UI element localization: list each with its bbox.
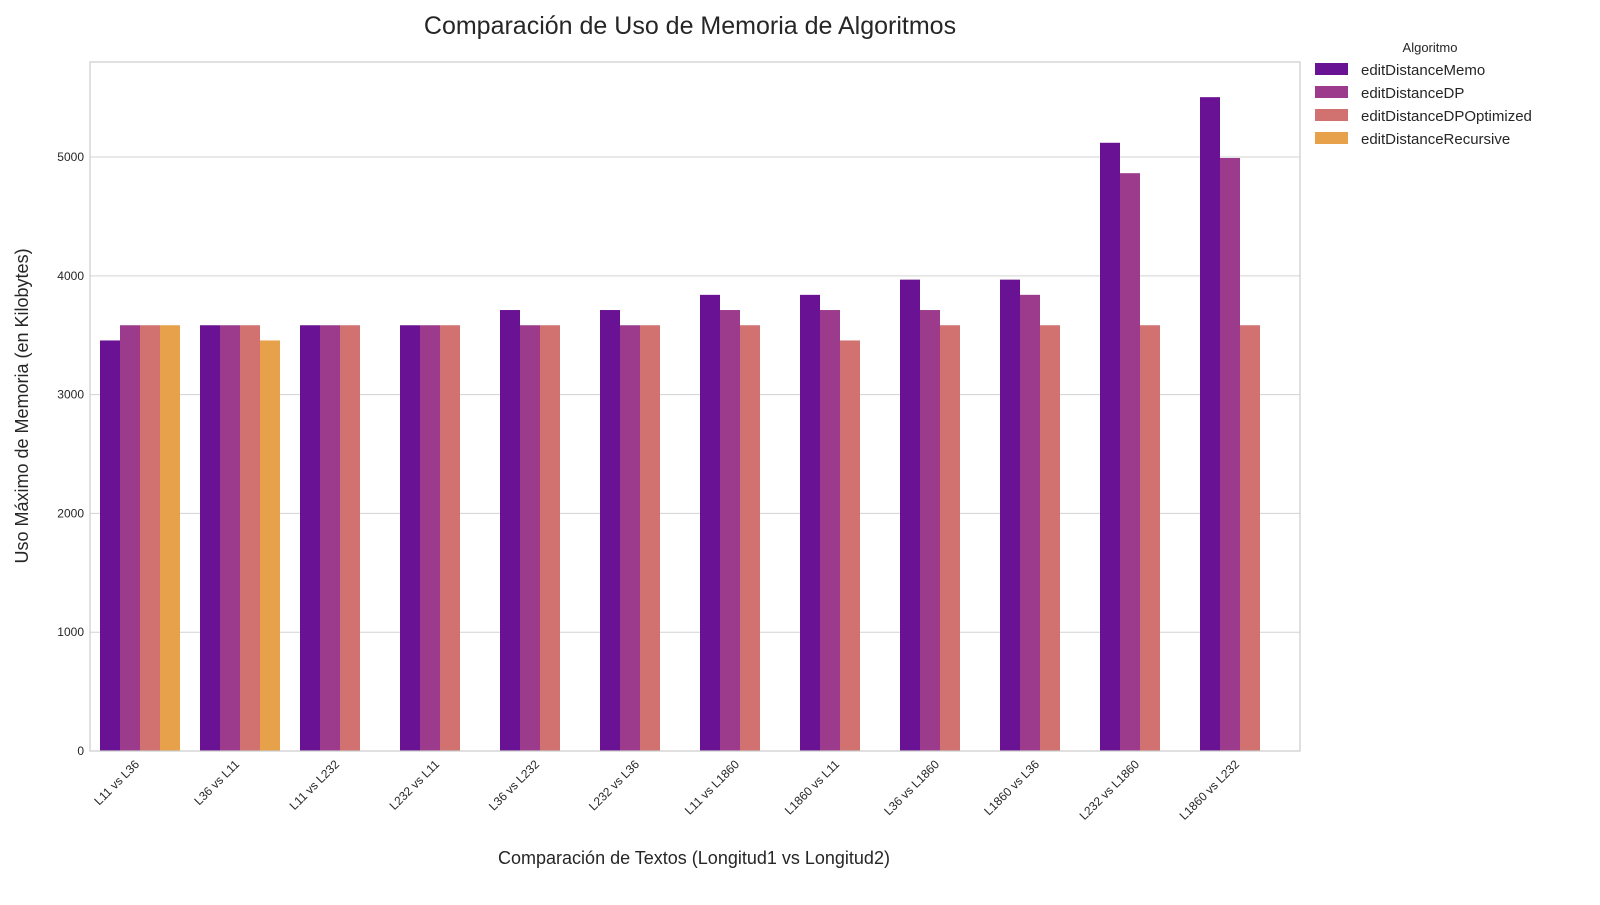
y-tick-label: 3000 bbox=[57, 388, 84, 402]
bar-editDistanceMemo-6 bbox=[700, 294, 720, 751]
bar-editDistanceDP-8 bbox=[920, 310, 940, 751]
bar-editDistanceMemo-5 bbox=[600, 310, 620, 751]
bar-editDistanceMemo-9 bbox=[1000, 279, 1020, 751]
bar-editDistanceMemo-2 bbox=[300, 325, 320, 751]
bar-editDistanceMemo-10 bbox=[1100, 142, 1120, 752]
bar-editDistanceMemo-0 bbox=[100, 340, 120, 751]
legend-title: Algoritmo bbox=[1403, 40, 1458, 55]
bar-editDistanceMemo-8 bbox=[900, 279, 920, 751]
x-tick-label: L36 vs L11 bbox=[191, 757, 242, 808]
legend-label: editDistanceDPOptimized bbox=[1361, 108, 1532, 125]
bar-editDistanceMemo-11 bbox=[1200, 97, 1220, 751]
bar-editDistanceDP-1 bbox=[220, 325, 240, 751]
legend-label: editDistanceRecursive bbox=[1361, 131, 1510, 148]
x-tick-label: L1860 vs L36 bbox=[981, 757, 1042, 818]
x-tick-label: L36 vs L1860 bbox=[881, 757, 942, 818]
bar-editDistanceMemo-1 bbox=[200, 325, 220, 751]
bar-editDistanceDPOptimized-11 bbox=[1240, 325, 1260, 751]
bar-editDistanceDP-4 bbox=[520, 325, 540, 751]
y-tick-label: 0 bbox=[77, 744, 84, 758]
x-tick-label: L232 vs L11 bbox=[387, 757, 443, 813]
x-tick-label: L232 vs L36 bbox=[586, 757, 642, 813]
x-tick-label: L1860 vs L232 bbox=[1177, 757, 1243, 823]
x-tick-label: L232 vs L1860 bbox=[1077, 757, 1143, 823]
y-tick-label: 5000 bbox=[57, 150, 84, 164]
bar-editDistanceDP-6 bbox=[720, 310, 740, 751]
bar-editDistanceMemo-4 bbox=[500, 310, 520, 751]
bar-editDistanceDPOptimized-7 bbox=[840, 340, 860, 751]
bar-editDistanceDP-0 bbox=[120, 325, 140, 751]
bar-editDistanceDPOptimized-2 bbox=[340, 325, 360, 751]
y-axis-label: Uso Máximo de Memoria (en Kilobytes) bbox=[12, 248, 32, 563]
bar-editDistanceDPOptimized-8 bbox=[940, 325, 960, 751]
bar-editDistanceDPOptimized-3 bbox=[440, 325, 460, 751]
bar-editDistanceDPOptimized-1 bbox=[240, 325, 260, 751]
x-tick-label: L36 vs L232 bbox=[486, 757, 542, 813]
y-tick-label: 1000 bbox=[57, 625, 84, 639]
legend-label: editDistanceMemo bbox=[1361, 62, 1485, 79]
bar-editDistanceDPOptimized-6 bbox=[740, 325, 760, 751]
bar-editDistanceDPOptimized-10 bbox=[1140, 325, 1160, 751]
bar-editDistanceDP-7 bbox=[820, 310, 840, 751]
legend-swatch-editDistanceMemo bbox=[1315, 63, 1348, 75]
bars bbox=[100, 97, 1260, 752]
bar-editDistanceRecursive-0 bbox=[160, 325, 180, 751]
chart-title: Comparación de Uso de Memoria de Algorit… bbox=[424, 12, 956, 40]
y-tick-labels: 0 1000 2000 3000 4000 5000 bbox=[57, 150, 84, 758]
y-tick-label: 2000 bbox=[57, 506, 84, 520]
bar-editDistanceDP-10 bbox=[1120, 173, 1140, 752]
x-tick-label: L11 vs L1860 bbox=[682, 757, 742, 817]
x-axis-label: Comparación de Textos (Longitud1 vs Long… bbox=[498, 848, 890, 868]
bar-editDistanceMemo-3 bbox=[400, 325, 420, 751]
bar-editDistanceRecursive-1 bbox=[260, 340, 280, 751]
legend-swatch-editDistanceRecursive bbox=[1315, 132, 1348, 144]
bar-editDistanceDPOptimized-4 bbox=[540, 325, 560, 751]
bar-editDistanceDPOptimized-0 bbox=[140, 325, 160, 751]
y-tick-label: 4000 bbox=[57, 269, 84, 283]
bar-editDistanceDP-5 bbox=[620, 325, 640, 751]
legend-swatch-editDistanceDP bbox=[1315, 86, 1348, 98]
bar-editDistanceDP-3 bbox=[420, 325, 440, 751]
x-tick-label: L11 vs L36 bbox=[91, 757, 142, 808]
bar-editDistanceDP-9 bbox=[1020, 294, 1040, 751]
legend-label: editDistanceDP bbox=[1361, 85, 1464, 102]
legend: Algoritmo editDistanceMemo editDistanceDP… bbox=[1315, 40, 1532, 148]
bar-editDistanceDP-2 bbox=[320, 325, 340, 751]
bar-editDistanceDPOptimized-9 bbox=[1040, 325, 1060, 751]
x-tick-label: L11 vs L232 bbox=[287, 757, 343, 813]
plot-frame bbox=[89, 61, 1301, 752]
x-tick-labels: L11 vs L36 L36 vs L11 L11 vs L232 L232 vs L… bbox=[91, 757, 1242, 823]
legend-swatch-editDistanceDPOptimized bbox=[1315, 109, 1348, 121]
x-tick-label: L1860 vs L11 bbox=[782, 757, 842, 817]
bar-editDistanceMemo-7 bbox=[800, 294, 820, 751]
bar-editDistanceDPOptimized-5 bbox=[640, 325, 660, 751]
bar-editDistanceDP-11 bbox=[1220, 157, 1240, 751]
